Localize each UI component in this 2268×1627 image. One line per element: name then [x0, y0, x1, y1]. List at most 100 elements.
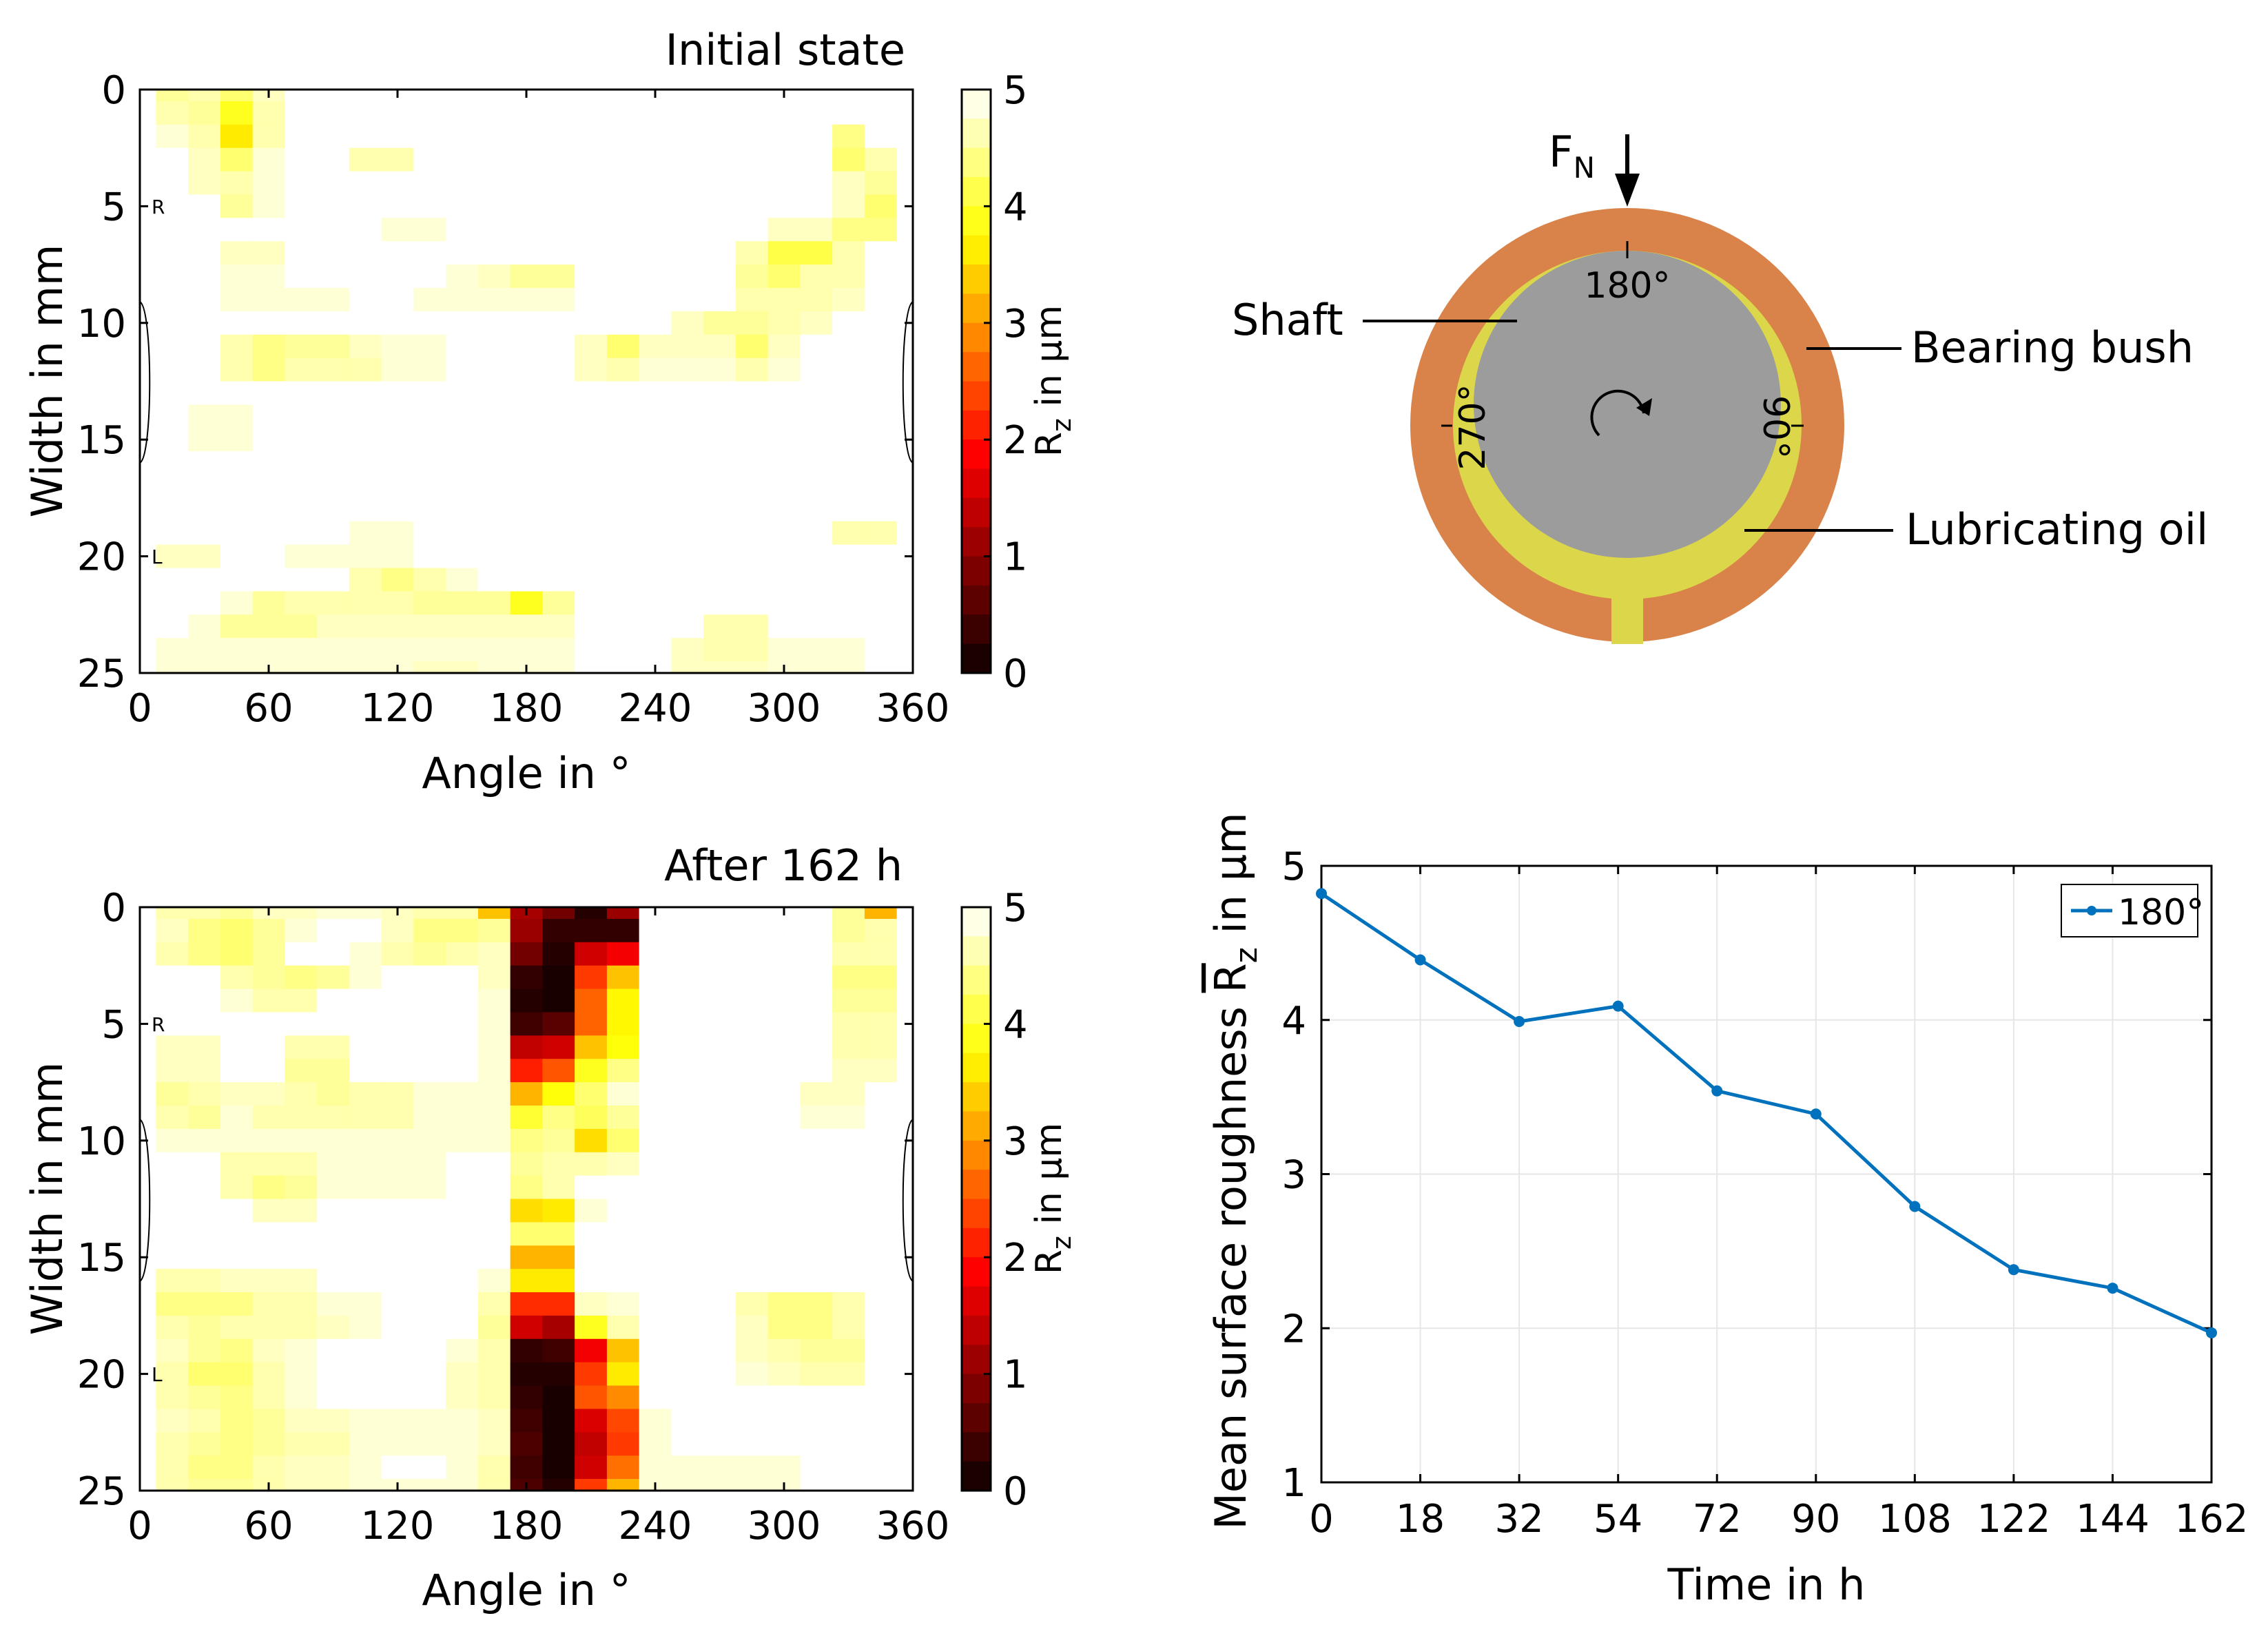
heatmap-cell	[864, 311, 898, 335]
heatmap-cell	[285, 475, 318, 499]
heatmap-cell	[156, 475, 189, 499]
heatmap-cell	[349, 428, 382, 452]
heatmap-cell	[349, 1175, 382, 1200]
heatmap-cell	[671, 334, 704, 359]
heatmap-cell	[896, 942, 914, 966]
heatmap-cell	[896, 1409, 914, 1433]
heatmap-cell	[703, 1059, 736, 1083]
heatmap-cell	[767, 614, 801, 639]
heatmap-cell	[864, 1199, 898, 1223]
heatmap-cell	[446, 1455, 479, 1480]
heatmap-cell	[832, 101, 865, 125]
heatmap-cell	[477, 1385, 511, 1410]
heatmap-cell	[477, 1338, 511, 1363]
heatmap-cell	[606, 1012, 640, 1036]
heatmap-cell	[703, 451, 736, 475]
heatmap-cell	[639, 1175, 672, 1200]
heatmap-cell	[140, 1105, 156, 1130]
heatmap-cell	[896, 241, 914, 265]
heatmap-cell	[349, 1269, 382, 1293]
heatmap-cell	[477, 147, 511, 172]
heatmap-cell	[252, 194, 285, 218]
heatmap-cell	[575, 1059, 608, 1083]
heatmap-cell	[510, 591, 543, 615]
heatmap-cell	[606, 1338, 640, 1363]
heatmap-cell	[864, 381, 898, 405]
heatmap-cell	[542, 1245, 575, 1270]
heatmap-cell	[735, 287, 769, 312]
heatmap-cell	[188, 1012, 221, 1036]
heatmap-cell	[477, 194, 511, 218]
heatmap-cell	[671, 1269, 704, 1293]
heatmap-cell	[606, 1199, 640, 1223]
heatmap-cell	[639, 147, 672, 172]
heatmap-initial-state: Initial state 0 60 120 180 240 300 36005101520…	[22, 25, 1077, 798]
heatmap-cell	[735, 1059, 769, 1083]
heatmap-cell	[896, 124, 914, 149]
heatmap-cell	[703, 1455, 736, 1480]
heatmap-cell	[510, 1012, 543, 1036]
heatmap-cell	[735, 1199, 769, 1223]
heatmap-cell	[832, 661, 865, 674]
heatmap-cell	[252, 101, 285, 125]
heatmap-cell	[896, 614, 914, 639]
heatmap-cell	[735, 147, 769, 172]
heatmap-cell	[381, 475, 414, 499]
heatmap-cell	[156, 147, 189, 172]
heatmap-cell	[864, 1245, 898, 1270]
side-marker-l: L	[152, 1363, 163, 1386]
heatmap-cell	[381, 1338, 414, 1363]
heatmap-cell	[413, 614, 446, 639]
heatmap-cell	[542, 1432, 575, 1456]
label-shaft: Shaft	[1232, 295, 1343, 345]
heatmap-cell	[542, 1385, 575, 1410]
heatmap-cell	[477, 544, 511, 569]
heatmap-cell	[606, 1292, 640, 1316]
heatmap-cell	[285, 942, 318, 966]
heatmap-cell	[317, 1362, 350, 1387]
heatmap-cell	[575, 1292, 608, 1316]
angle-label-90: 90°	[1755, 395, 1796, 459]
heatmap-cell	[639, 124, 672, 149]
heatmap-cell	[767, 544, 801, 569]
heatmap-cell	[252, 965, 285, 990]
x-tick-label: 72	[1693, 1497, 1742, 1542]
heatmap-cell	[477, 1222, 511, 1246]
heatmap-cell	[800, 1479, 833, 1491]
x-tick-label: 240	[619, 686, 692, 731]
x-tick-label: 32	[1494, 1497, 1543, 1542]
heatmap-cell	[832, 1315, 865, 1340]
heatmap-cell	[639, 521, 672, 546]
heatmap-cell	[575, 1479, 608, 1491]
heatmap-cell	[446, 1012, 479, 1036]
heatmap-cell	[735, 1432, 769, 1456]
x-tick-label: 162	[2175, 1497, 2249, 1542]
heatmap-cell	[446, 101, 479, 125]
heatmap-cell	[896, 1035, 914, 1059]
heatmap-cell	[477, 381, 511, 405]
heatmap-cell	[800, 1059, 833, 1083]
heatmap-cell	[285, 1269, 318, 1293]
heatmap-cell	[800, 404, 833, 428]
heatmap-cell	[606, 1035, 640, 1059]
heatmap-cell	[349, 451, 382, 475]
heatmap-cell	[639, 265, 672, 289]
heatmap-cell	[832, 1385, 865, 1410]
heatmap-cell	[542, 90, 575, 102]
heatmap-cell	[864, 475, 898, 499]
heatmap-cell	[703, 1315, 736, 1340]
heatmap-cell	[252, 1128, 285, 1153]
heatmap-cell	[381, 1152, 414, 1177]
heatmap-cell	[381, 1292, 414, 1316]
heatmap-cell	[413, 428, 446, 452]
heatmap-cell	[381, 965, 414, 990]
heatmap-cell	[896, 988, 914, 1013]
heatmap-cell	[896, 265, 914, 289]
heatmap-cell	[832, 1012, 865, 1036]
heatmap-cell	[285, 1362, 318, 1387]
heatmap-cell	[703, 334, 736, 359]
heatmap-cell	[703, 521, 736, 546]
heatmap-cell	[671, 287, 704, 312]
heatmap-cell	[832, 1292, 865, 1316]
heatmap-cell	[381, 241, 414, 265]
